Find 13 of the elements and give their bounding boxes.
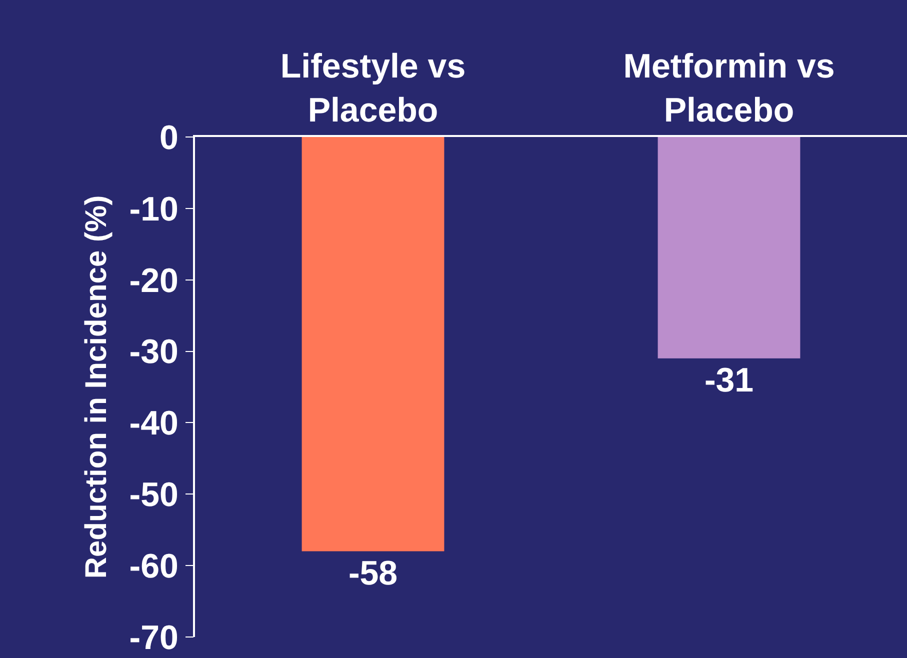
y-tick-label: -60 bbox=[129, 547, 178, 586]
data-label: -58 bbox=[348, 554, 398, 592]
y-tick-label: -20 bbox=[129, 262, 178, 300]
y-tick-label: -50 bbox=[129, 476, 178, 514]
data-label: -31 bbox=[704, 361, 754, 400]
x-tick-label: Lifestyle vs Placebo bbox=[280, 47, 466, 130]
y-tick-label: -40 bbox=[129, 404, 178, 443]
y-tick-label: -70 bbox=[129, 618, 178, 657]
y-tick-label: 0 bbox=[160, 118, 178, 157]
y-axis-title: Reduction in Incidence (%) bbox=[80, 195, 113, 579]
y-tick-label: -30 bbox=[129, 333, 178, 372]
x-tick-label: Metformin vs Placebo bbox=[623, 47, 835, 130]
y-tick-label: -10 bbox=[129, 190, 178, 228]
